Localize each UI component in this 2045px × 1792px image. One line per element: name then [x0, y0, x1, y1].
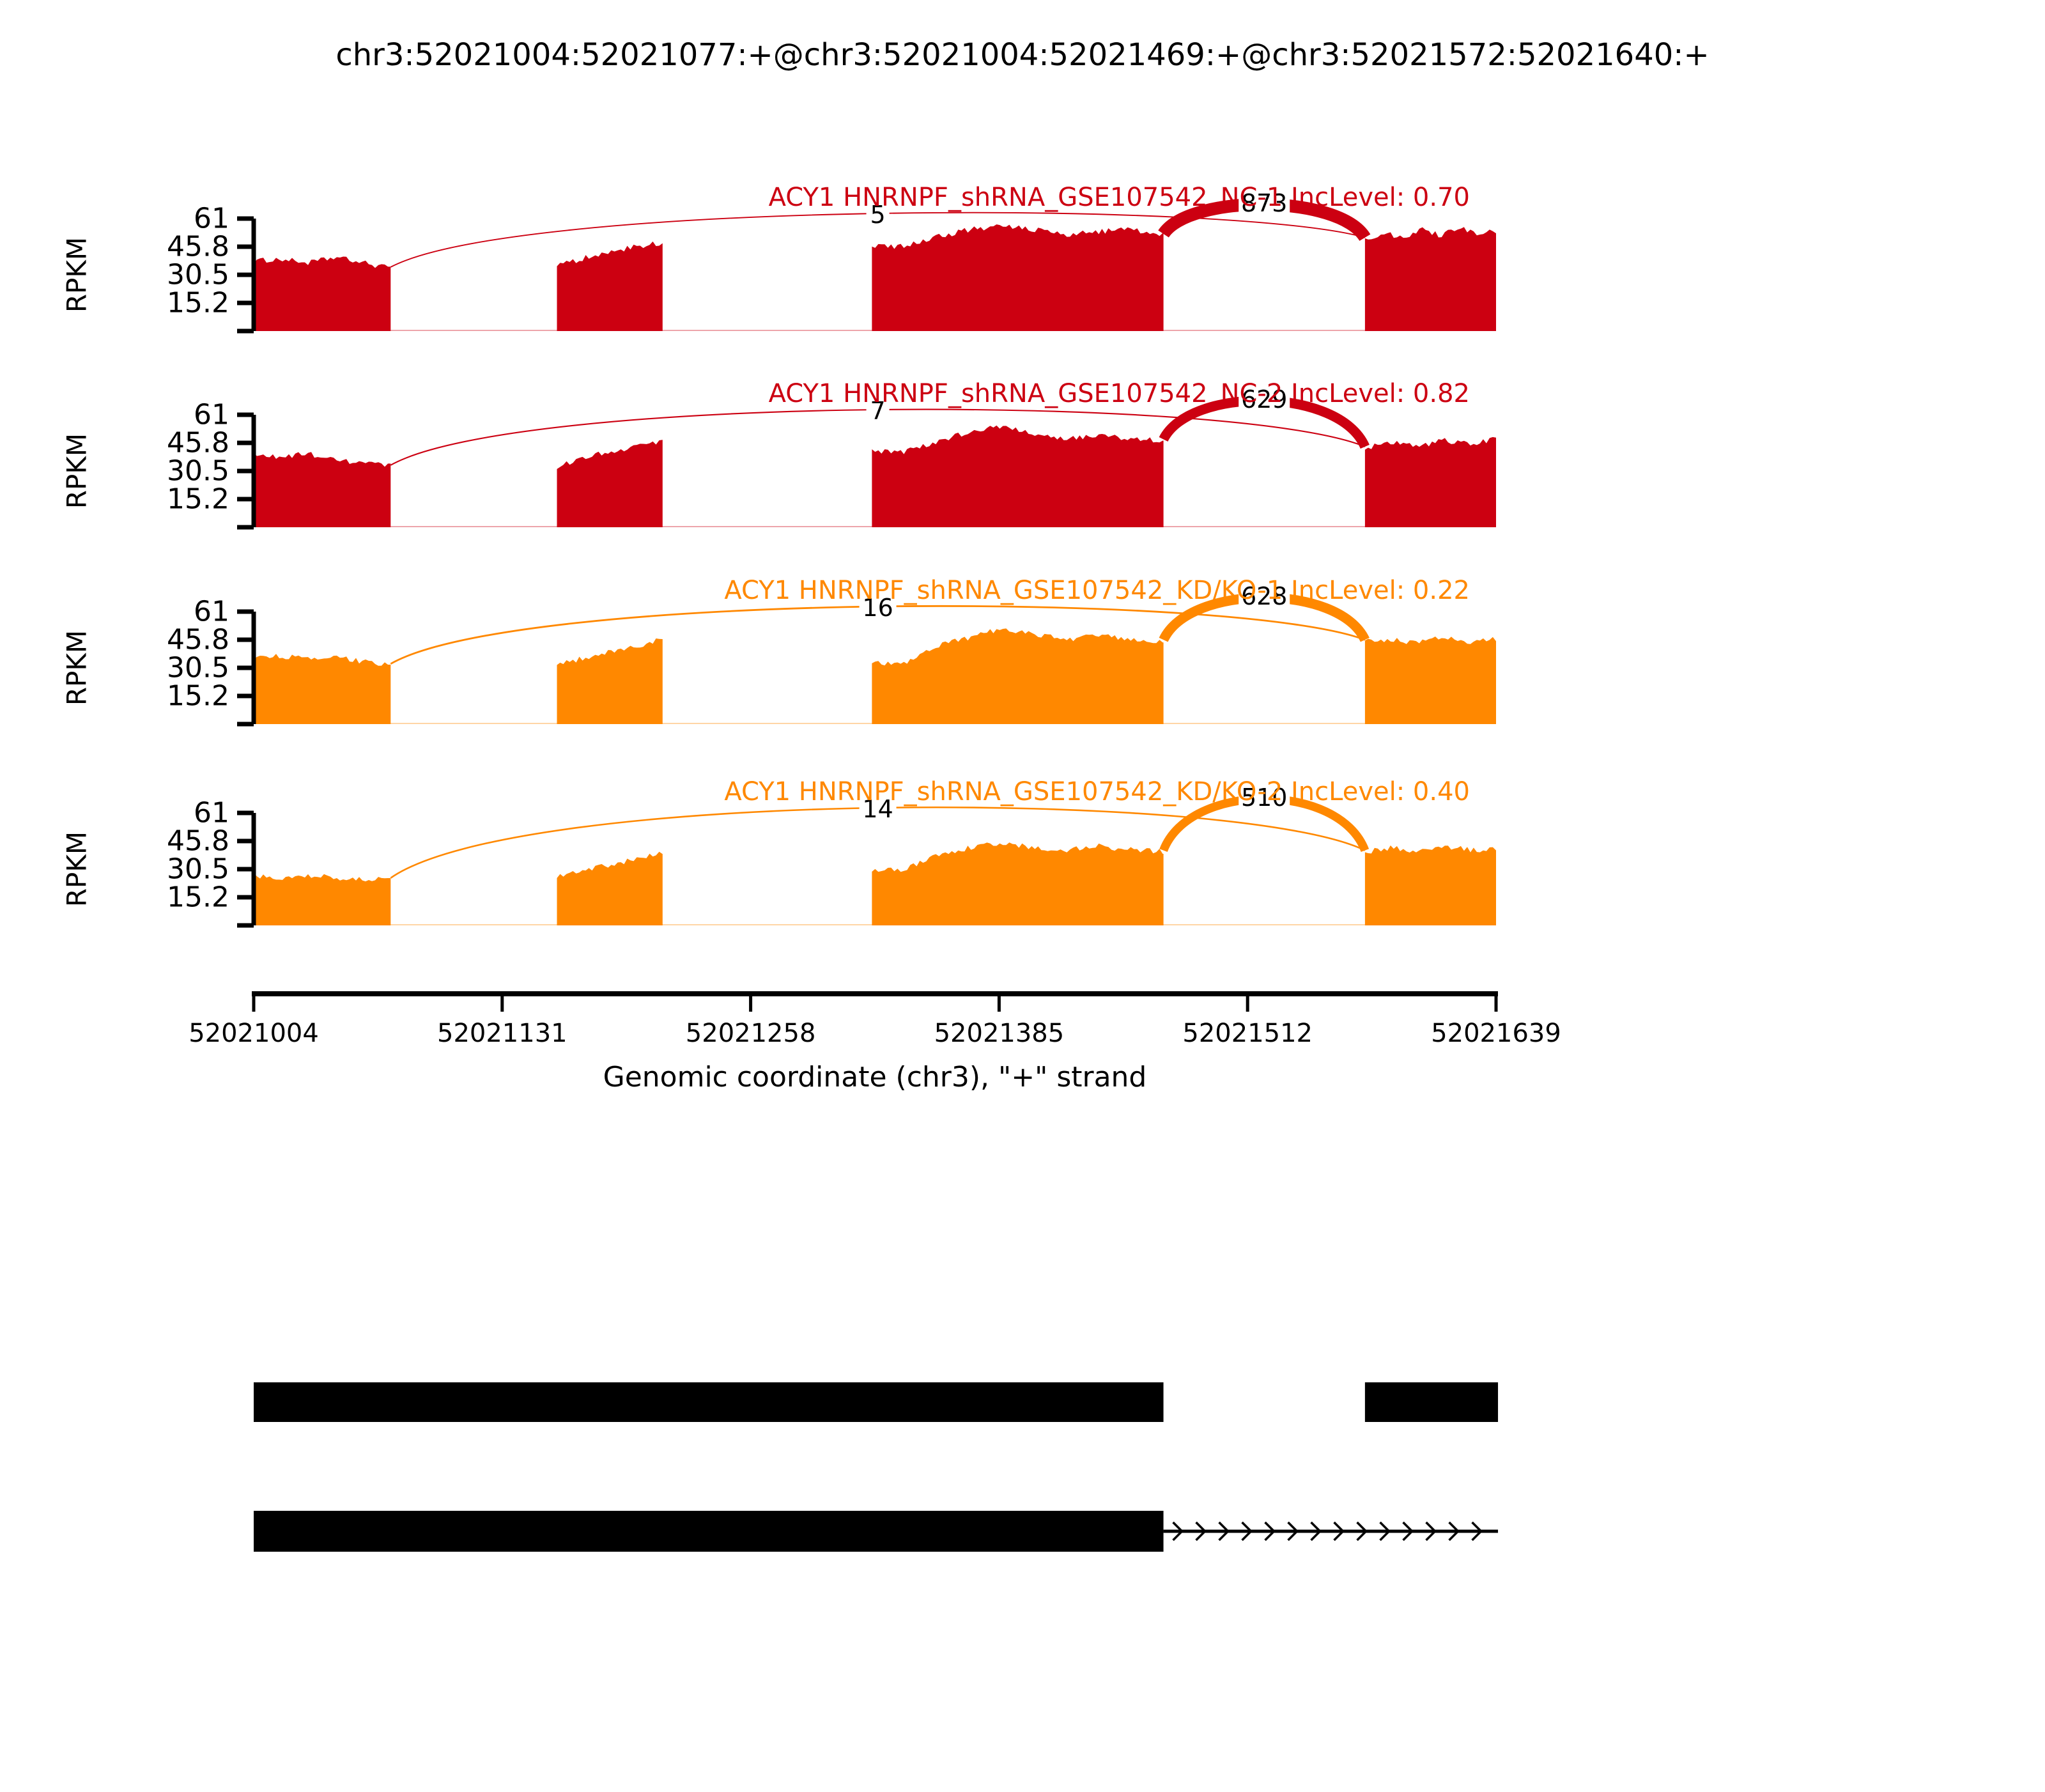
y-tick-label: 61 — [194, 203, 229, 235]
transcript-model-2 — [254, 1511, 1499, 1552]
coverage-area — [557, 851, 663, 925]
junction-count-box — [1239, 783, 1290, 812]
coverage-area — [254, 256, 391, 331]
intron-arrow-icon — [1310, 1521, 1322, 1541]
x-tick-label: 52021131 — [437, 1019, 567, 1048]
y-tick-label: 30.5 — [167, 853, 229, 886]
track-title-label: ACY1 HNRNPF_shRNA_GSE107542_NC-2 IncLeve… — [769, 379, 1470, 408]
x-tick-label: 52021385 — [934, 1019, 1065, 1048]
junction-count-label: 628 — [1241, 582, 1288, 610]
intron-arrow-icon — [1448, 1521, 1460, 1541]
x-tick-label: 52021004 — [189, 1019, 319, 1048]
coverage-area — [254, 873, 391, 925]
x-axis: 52021004 52021131 52021258 52021385 52021512… — [189, 991, 1561, 1093]
y-tick-label: 45.8 — [167, 624, 229, 656]
intron-arrow-icon — [1218, 1521, 1230, 1541]
intron-arrow-icon — [1287, 1521, 1299, 1541]
y-tick-label: 15.2 — [167, 287, 229, 320]
y-tick-label: 30.5 — [167, 259, 229, 291]
coverage-area — [1364, 436, 1496, 527]
y-tick-label: 15.2 — [167, 680, 229, 713]
coverage-area — [1364, 227, 1496, 331]
intron-arrow-icon — [1425, 1521, 1437, 1541]
junction-count-label: 14 — [862, 795, 893, 823]
y-tick-label: 30.5 — [167, 455, 229, 488]
y-tick-label: 15.2 — [167, 881, 229, 914]
transcript-exon — [254, 1511, 1164, 1552]
x-axis-label: Genomic coordinate (chr3), "+" strand — [603, 1061, 1147, 1093]
y-tick-label: 61 — [194, 399, 229, 431]
transcript-exon — [254, 1382, 1164, 1422]
coverage-area — [872, 425, 1164, 527]
intron-arrow-icon — [1356, 1521, 1368, 1541]
coverage-area — [557, 440, 663, 527]
coverage-area — [254, 452, 391, 527]
y-tick-label: 45.8 — [167, 427, 229, 460]
coverage-area — [254, 654, 391, 724]
junction-count-box — [859, 794, 897, 824]
rpkm-axis-label: RPKM — [61, 433, 93, 509]
coverage-area — [1364, 845, 1496, 925]
track-title-label: ACY1 HNRNPF_shRNA_GSE107542_KD/KO-2 IncL… — [724, 777, 1470, 807]
junction-count-label: 16 — [862, 594, 893, 622]
intron-arrow-icon — [1172, 1521, 1184, 1541]
intron-arrow-icon — [1195, 1521, 1207, 1541]
junction-count-label: 873 — [1241, 189, 1288, 217]
rpkm-axis-label: RPKM — [61, 630, 93, 706]
intron-arrow-icon — [1471, 1521, 1483, 1541]
junction-count-label: 510 — [1241, 784, 1288, 812]
intron-arrow-icon — [1241, 1521, 1253, 1541]
y-tick-label: 45.8 — [167, 231, 229, 263]
junction-count-box — [1239, 582, 1290, 611]
track-title-label: ACY1 HNRNPF_shRNA_GSE107542_NC-1 IncLeve… — [769, 183, 1470, 212]
junction-count-label: 629 — [1241, 385, 1288, 413]
intron-arrow-icon — [1379, 1521, 1391, 1541]
junction-count-box — [859, 593, 897, 622]
coverage-area — [557, 241, 663, 331]
y-tick-label: 15.2 — [167, 483, 229, 516]
rpkm-axis-label: RPKM — [61, 831, 93, 907]
junction-count-label: 7 — [870, 397, 885, 425]
coverage-area — [872, 842, 1164, 925]
y-tick-label: 30.5 — [167, 652, 229, 684]
transcript-model-1 — [254, 1382, 1499, 1422]
x-tick-label: 52021639 — [1431, 1019, 1561, 1048]
junction-count-box — [1239, 189, 1290, 218]
junction-count-box — [866, 396, 890, 426]
coverage-area — [557, 638, 663, 724]
transcript-exon — [1364, 1382, 1499, 1422]
coverage-area — [872, 628, 1164, 724]
y-tick-label: 61 — [194, 596, 229, 628]
y-tick-label: 45.8 — [167, 825, 229, 858]
track-title-label: ACY1 HNRNPF_shRNA_GSE107542_KD/KO-1 IncL… — [724, 576, 1470, 605]
junction-count-box — [866, 200, 890, 229]
rpkm-axis-label: RPKM — [61, 237, 93, 313]
coverage-area — [1364, 637, 1496, 724]
junction-count-box — [1239, 385, 1290, 414]
y-tick-label: 61 — [194, 797, 229, 830]
intron-arrow-icon — [1333, 1521, 1345, 1541]
page-title: chr3:52021004:52021077:+@chr3:52021004:5… — [336, 37, 1709, 73]
x-tick-label: 52021512 — [1182, 1019, 1313, 1048]
junction-count-label: 5 — [870, 201, 885, 229]
intron-arrow-icon — [1264, 1521, 1276, 1541]
x-tick-label: 52021258 — [686, 1019, 816, 1048]
coverage-area — [872, 224, 1164, 331]
intron-arrow-icon — [1402, 1521, 1414, 1541]
